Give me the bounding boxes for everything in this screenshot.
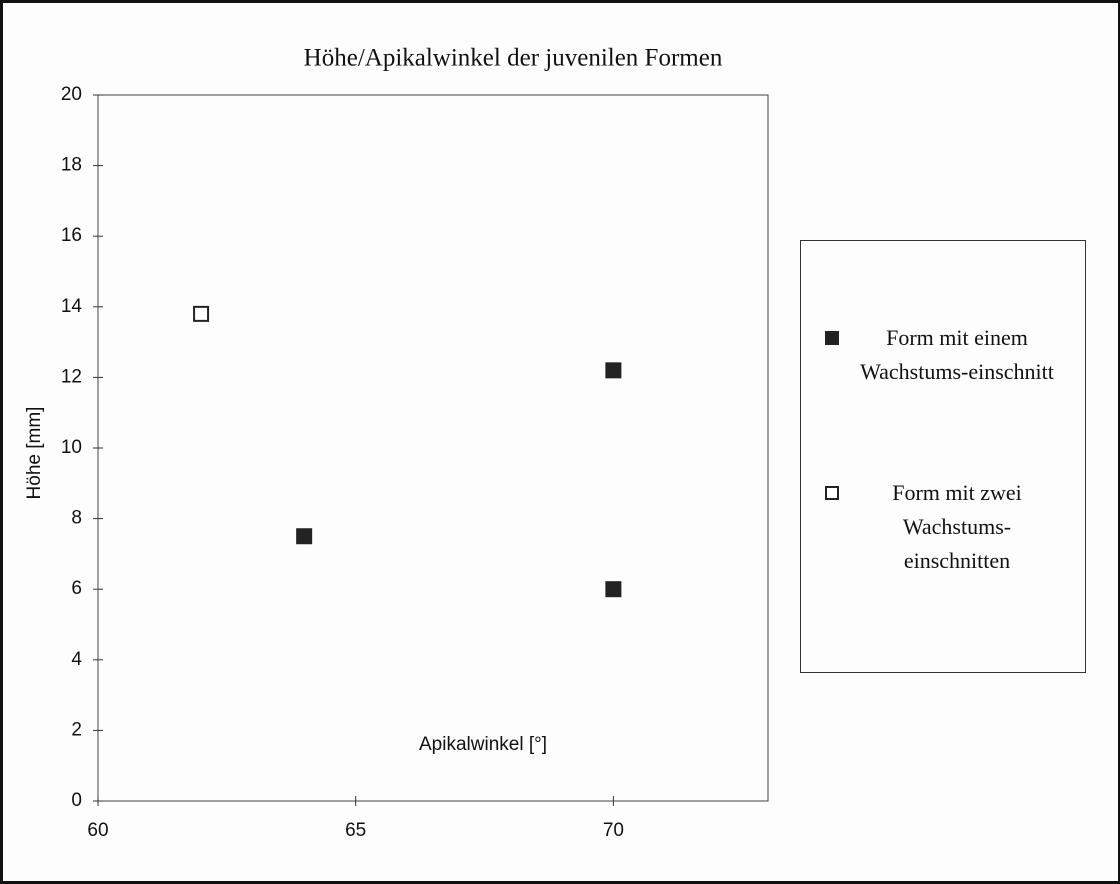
y-tick-label: 16 [61,225,82,246]
y-tick-label: 8 [71,508,82,529]
y-tick-label: 10 [61,437,82,458]
y-tick-label: 2 [71,719,82,740]
legend-entry: Form mit einem Wachstums-einschnitt [801,321,1057,389]
y-tick-label: 20 [61,84,82,105]
legend-label: Form mit einem Wachstums-einschnitt [860,325,1054,384]
legend-entry: Form mit zwei Wachstums-einschnitten [801,476,1057,578]
y-axis-label: Höhe [mm] [24,407,45,500]
x-tick-label: 60 [87,820,108,841]
x-tick-label: 65 [345,820,366,841]
y-tick-label: 4 [71,649,82,670]
legend-symbol [825,486,839,500]
point [193,305,210,322]
legend-label: Form mit zwei Wachstums-einschnitten [892,480,1022,573]
y-tick-label: 0 [71,790,82,811]
y-tick-label: 12 [61,366,82,387]
legend: Form mit einem Wachstums-einschnitt Form … [800,240,1086,673]
x-axis-label: Apikalwinkel [°] [419,734,547,755]
point [605,581,622,598]
point [296,528,313,545]
chart-title: Höhe/Apikalwinkel der juvenilen Formen [304,45,723,72]
y-tick-label: 18 [61,155,82,176]
y-tick-label: 14 [61,296,83,317]
x-tick-label: 70 [603,820,624,841]
y-tick-label: 6 [71,578,82,599]
chart: Höhe/Apikalwinkel der juvenilen Formen A… [24,45,769,841]
plot-frame [97,94,769,802]
point [605,362,622,379]
legend-symbol [825,331,839,345]
